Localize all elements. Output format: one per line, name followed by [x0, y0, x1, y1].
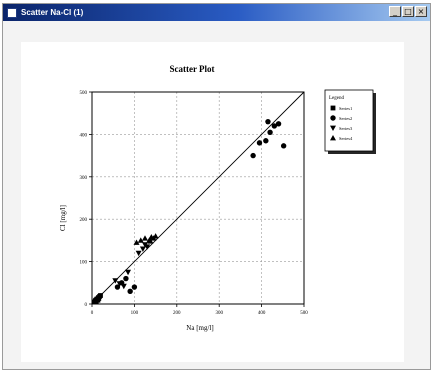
data-points — [91, 118, 287, 305]
data-point — [127, 288, 133, 294]
chart-canvas: Scatter Plot Cl [mg/l] Na [mg/l] 0 100 200… — [21, 42, 404, 362]
legend-marker — [330, 115, 336, 121]
data-point — [131, 284, 138, 290]
axis-ticks: 0 100 200 300 400 500 0 100 200 300 400 500 — [80, 91, 309, 316]
close-button[interactable]: × — [415, 6, 427, 17]
legend-title: Legend — [329, 96, 344, 101]
data-point — [135, 250, 142, 257]
x-axis-label: Na [mg/l] — [186, 324, 213, 332]
data-point — [144, 244, 151, 250]
legend-entries: Series1 Series2 Series3 Series4 — [330, 105, 353, 141]
data-point — [267, 129, 273, 135]
data-point — [256, 140, 263, 146]
x-tick-label: 500 — [300, 311, 308, 316]
x-tick-label: 300 — [215, 311, 223, 316]
data-point — [96, 296, 102, 301]
scatter-chart: Scatter Plot Cl [mg/l] Na [mg/l] 0 100 200… — [59, 64, 376, 332]
data-point — [116, 281, 123, 287]
window-controls: _ □ × — [389, 6, 427, 17]
chart-title: Scatter Plot — [169, 64, 214, 74]
data-point — [112, 278, 119, 284]
app-icon — [7, 7, 17, 18]
legend-marker — [330, 135, 336, 141]
data-point — [139, 246, 146, 252]
one-to-one-line — [91, 91, 305, 305]
title-bar[interactable]: Scatter Na-Cl (1) _ □ × — [3, 4, 430, 21]
data-point — [133, 239, 140, 245]
y-axis-label: Cl [mg/l] — [59, 205, 67, 231]
legend-box: Legend Series1 Series2 Series3 Series4 — [324, 89, 376, 154]
data-point — [120, 283, 127, 290]
chart-window: Scatter Na-Cl (1) _ □ × Scatter Plot Cl … — [2, 3, 431, 370]
legend-entry-label: Series3 — [339, 126, 353, 131]
y-tick-label: 0 — [85, 303, 88, 308]
data-point — [125, 269, 132, 276]
legend-entry-label: Series4 — [339, 136, 353, 141]
data-point — [114, 284, 121, 290]
data-point — [147, 238, 154, 244]
legend-entry-label: Series2 — [339, 116, 352, 121]
minimize-button[interactable]: _ — [389, 6, 401, 17]
legend-marker — [330, 125, 336, 131]
data-point — [137, 237, 144, 243]
data-point — [271, 123, 278, 129]
data-point — [98, 293, 103, 298]
plot-area-frame — [91, 91, 305, 305]
y-tick-label: 400 — [80, 133, 88, 138]
data-point — [123, 275, 129, 282]
data-point — [142, 235, 148, 241]
data-point — [275, 121, 282, 127]
data-point — [263, 138, 269, 144]
y-tick-label: 200 — [80, 218, 88, 223]
y-tick-label: 300 — [80, 176, 88, 181]
x-tick-label: 400 — [258, 311, 266, 316]
legend-marker — [330, 105, 336, 111]
x-tick-label: 100 — [131, 311, 139, 316]
data-point — [280, 143, 287, 149]
y-tick-label: 500 — [80, 91, 88, 96]
window-title: Scatter Na-Cl (1) — [21, 8, 84, 17]
data-point — [265, 118, 271, 125]
data-point — [250, 152, 256, 159]
legend-entry-label: Series1 — [339, 106, 352, 111]
maximize-button[interactable]: □ — [402, 6, 414, 17]
y-tick-label: 100 — [80, 261, 88, 266]
x-tick-label: 0 — [91, 311, 94, 316]
data-point — [152, 233, 159, 239]
x-tick-label: 200 — [173, 311, 181, 316]
